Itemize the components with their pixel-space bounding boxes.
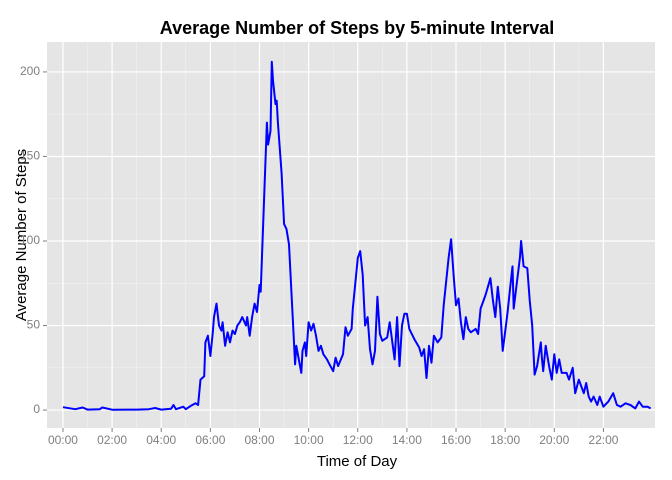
x-tick-label: 04:00 [146,433,176,447]
y-tick-label: 200 [20,64,40,78]
chart-title: Average Number of Steps by 5-minute Inte… [160,18,554,38]
x-tick-label: 06:00 [195,433,225,447]
x-tick-label: 18:00 [490,433,520,447]
y-tick-label: 50 [27,318,41,332]
x-tick-label: 12:00 [343,433,373,447]
y-tick-label: 150 [20,149,40,163]
plot-background [47,42,655,428]
x-tick-label: 00:00 [48,433,78,447]
y-tick-label: 0 [33,402,40,416]
x-tick-label: 08:00 [244,433,274,447]
x-tick-label: 02:00 [97,433,127,447]
y-axis-label: Average Number of Steps [13,149,30,321]
y-tick-label: 100 [20,233,40,247]
x-tick-label: 14:00 [392,433,422,447]
x-tick-label: 22:00 [588,433,618,447]
x-tick-label: 20:00 [539,433,569,447]
line [62,60,652,411]
x-tick-label: 10:00 [294,433,324,447]
x-axis-label: Time of Day [317,453,398,470]
x-tick-label: 16:00 [441,433,471,447]
